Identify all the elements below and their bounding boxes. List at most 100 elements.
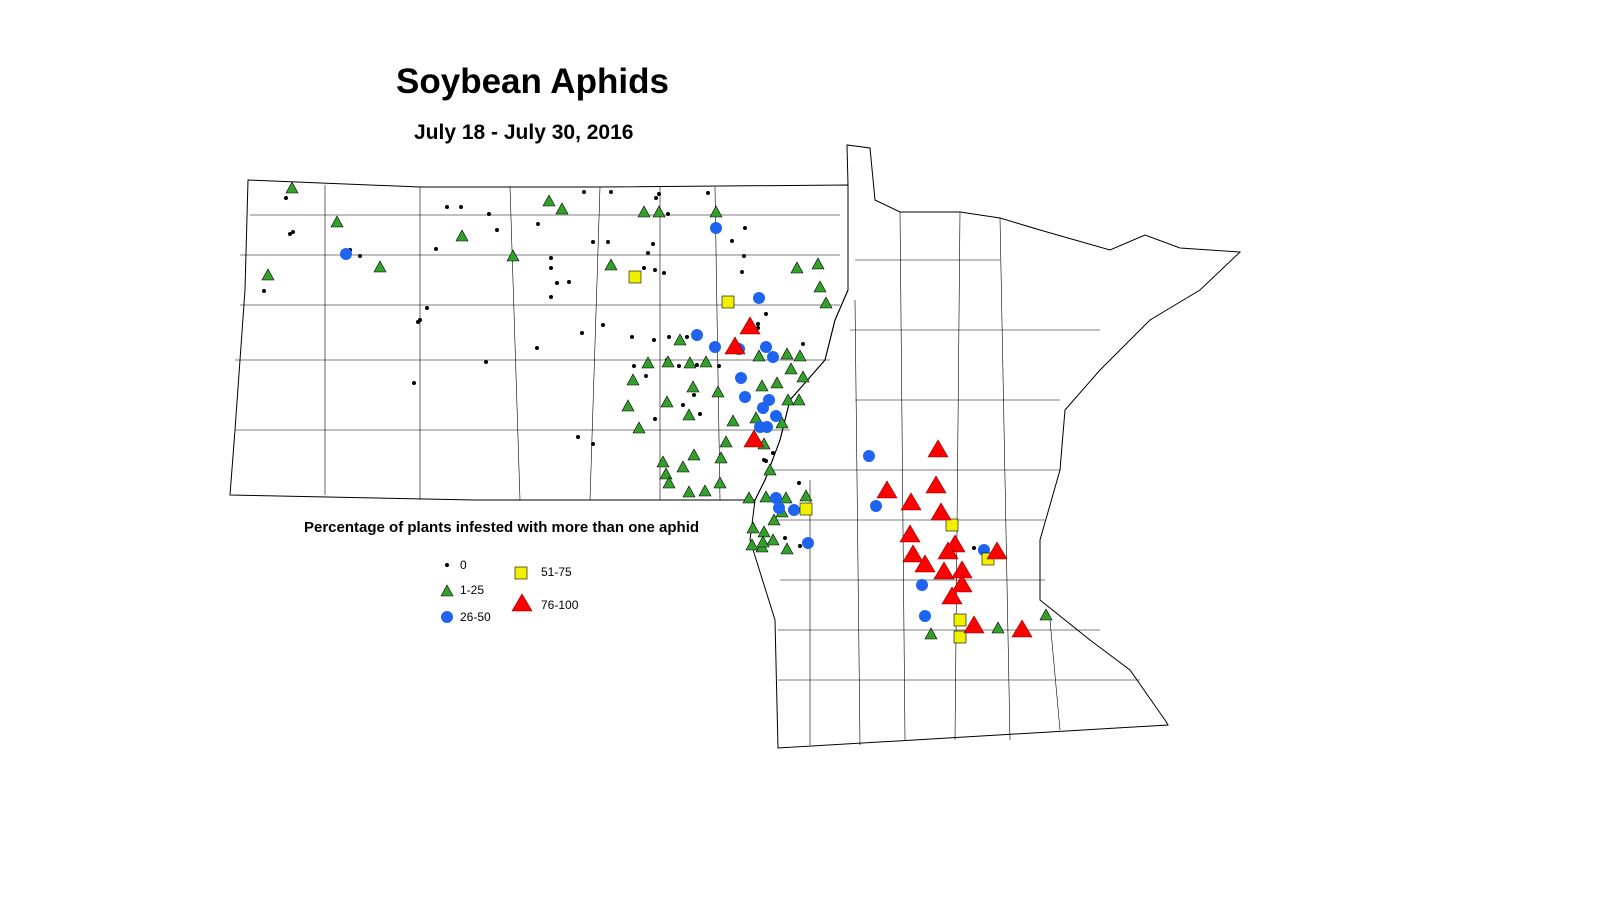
marker-0 <box>698 412 702 416</box>
marker-1-25 <box>780 347 794 360</box>
marker-1-25 <box>796 370 810 383</box>
county-boundary <box>1049 619 1061 731</box>
marker-0 <box>695 363 699 367</box>
marker-26-50 <box>919 610 931 622</box>
marker-1-25 <box>626 373 640 386</box>
marker-1-25 <box>555 202 569 215</box>
marker-0 <box>425 306 429 310</box>
map-subtitle: July 18 - July 30, 2016 <box>414 121 634 144</box>
county-boundary <box>854 299 861 746</box>
marker-0 <box>666 212 670 216</box>
marker-26-50 <box>739 391 751 403</box>
marker-1-25 <box>719 435 733 448</box>
marker-0 <box>549 256 553 260</box>
marker-0 <box>484 360 488 364</box>
marker-76-100 <box>902 544 924 563</box>
marker-26-50 <box>770 410 782 422</box>
marker-26-50 <box>709 341 721 353</box>
marker-1-25 <box>756 535 770 548</box>
marker-76-100 <box>900 492 922 511</box>
legend-label-76-100: 76-100 <box>541 598 579 612</box>
marker-0 <box>642 266 646 270</box>
marker-0 <box>536 222 540 226</box>
marker-0 <box>764 459 768 463</box>
marker-76-100 <box>986 541 1008 560</box>
marker-51-75 <box>628 270 642 284</box>
marker-0 <box>495 228 499 232</box>
marker-1-25 <box>779 491 793 504</box>
marker-76-100 <box>933 561 955 580</box>
marker-26-50 <box>757 402 769 414</box>
marker-1-25 <box>656 455 670 468</box>
marker-1-25 <box>752 349 766 362</box>
marker-1-25 <box>766 533 780 546</box>
marker-1-25 <box>757 525 771 538</box>
marker-1-25 <box>632 421 646 434</box>
marker-26-50 <box>735 372 747 384</box>
marker-76-100 <box>963 615 985 634</box>
marker-1-25 <box>714 451 728 464</box>
legend-label-26-50: 26-50 <box>460 610 491 624</box>
marker-0 <box>549 295 553 299</box>
marker-0 <box>580 331 584 335</box>
marker-0 <box>972 546 976 550</box>
marker-0 <box>742 254 746 258</box>
marker-1-25 <box>261 268 275 281</box>
marker-0 <box>771 451 775 455</box>
marker-1-25 <box>687 448 701 461</box>
marker-26-50 <box>441 611 453 623</box>
marker-0 <box>445 563 449 567</box>
marker-1-25 <box>676 460 690 473</box>
marker-0 <box>798 544 802 548</box>
marker-1-25 <box>1039 608 1053 621</box>
legend-title: Percentage of plants infested with more … <box>304 519 700 536</box>
marker-1-25 <box>763 463 777 476</box>
marker-1-25 <box>767 513 781 526</box>
marker-76-100 <box>743 429 765 448</box>
legend-label-51-75: 51-75 <box>541 565 572 579</box>
marker-51-75 <box>945 518 959 532</box>
marker-1-25 <box>686 380 700 393</box>
marker-26-50 <box>770 492 782 504</box>
marker-0 <box>601 323 605 327</box>
marker-1-25 <box>813 280 827 293</box>
marker-1-25 <box>780 542 794 555</box>
marker-0 <box>740 270 744 274</box>
marker-1-25 <box>742 491 756 504</box>
marker-1-25 <box>660 395 674 408</box>
marker-0 <box>685 335 689 339</box>
marker-1-25 <box>775 416 789 429</box>
marker-76-100 <box>1011 619 1033 638</box>
marker-1-25 <box>662 476 676 489</box>
marker-1-25 <box>792 393 806 406</box>
marker-0 <box>416 320 420 324</box>
marker-1-25 <box>811 257 825 270</box>
marker-1-25 <box>924 627 938 640</box>
marker-26-50 <box>916 579 928 591</box>
marker-0 <box>730 239 734 243</box>
marker-76-100 <box>937 541 959 560</box>
marker-0 <box>288 232 292 236</box>
marker-0 <box>764 312 768 316</box>
marker-76-100 <box>925 475 947 494</box>
marker-0 <box>644 374 648 378</box>
marker-0 <box>535 346 539 350</box>
marker-0 <box>591 240 595 244</box>
marker-0 <box>262 289 266 293</box>
county-boundary <box>954 211 961 741</box>
marker-1-25 <box>709 205 723 218</box>
marker-1-25 <box>793 349 807 362</box>
marker-0 <box>434 247 438 251</box>
marker-76-100 <box>876 480 898 499</box>
marker-26-50 <box>788 504 800 516</box>
marker-0 <box>653 268 657 272</box>
marker-0 <box>576 435 580 439</box>
marker-1-25 <box>637 205 651 218</box>
marker-0 <box>654 196 658 200</box>
marker-1-25 <box>604 258 618 271</box>
marker-0 <box>801 342 805 346</box>
marker-1-25 <box>746 521 760 534</box>
marker-0 <box>284 196 288 200</box>
marker-0 <box>555 281 559 285</box>
